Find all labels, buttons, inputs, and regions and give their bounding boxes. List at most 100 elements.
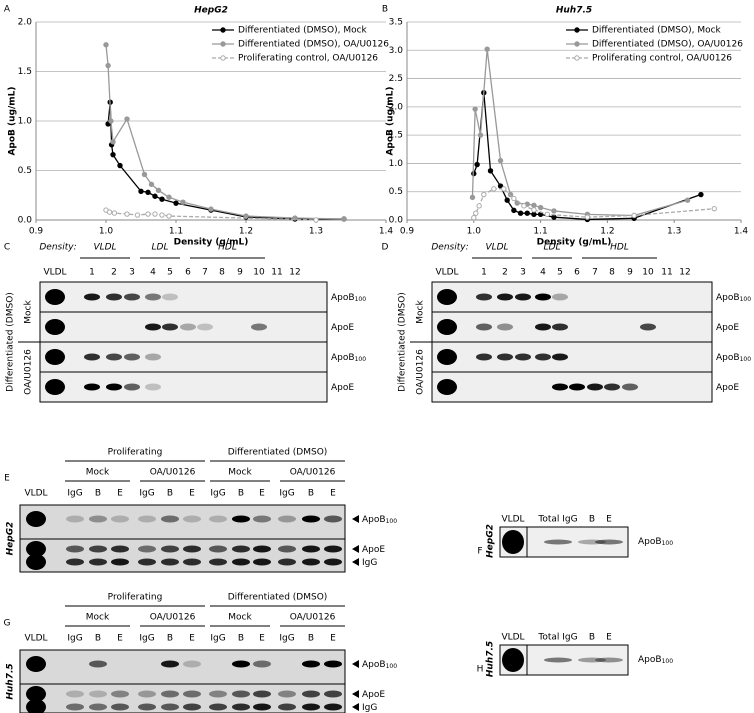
x-tick-label: 1.4 [379, 227, 394, 237]
y-tick-label: 0.0 [389, 216, 404, 226]
data-point [166, 213, 172, 219]
y-tick-label: 0.5 [389, 187, 403, 197]
marker-label: ApoE [716, 323, 739, 333]
state-label: Proliferating [108, 448, 163, 458]
lane-label: B [167, 489, 173, 499]
blot-band [89, 558, 107, 566]
data-point [155, 187, 162, 194]
lane-label: 5 [557, 268, 563, 278]
data-point [108, 118, 114, 124]
cell-line-label: Huh7.5 [486, 641, 496, 677]
lane-label: 3 [520, 268, 526, 278]
lane-label: E [189, 489, 195, 499]
condition-label: OA/U0126 [24, 349, 34, 395]
y-tick-label: 1.5 [389, 131, 403, 141]
x-tick-label: 1.2 [239, 227, 253, 237]
marker-subscript: 100 [740, 356, 752, 363]
data-point [531, 207, 537, 213]
data-point [152, 211, 158, 217]
marker-label: ApoB100 [638, 537, 673, 547]
y-tick-label: 1.5 [18, 67, 32, 77]
marker-label: ApoE [716, 383, 739, 393]
blot-band [124, 383, 140, 391]
blot-band [89, 545, 107, 553]
blot-band [232, 515, 250, 523]
blot-band [437, 289, 457, 305]
blot-band [544, 539, 572, 545]
lane-label: B [589, 633, 595, 643]
marker-name: ApoE [716, 323, 739, 333]
lane-label: VLDL [435, 268, 458, 278]
blot-band [183, 703, 201, 711]
data-point [341, 216, 347, 222]
lane-label: 8 [609, 268, 615, 278]
blot-band [535, 353, 551, 361]
blot-band [161, 545, 179, 553]
marker-subscript: 100 [662, 540, 674, 547]
blot-band [138, 690, 156, 698]
legend-marker [574, 55, 580, 61]
blot-band [640, 323, 656, 331]
lane-label: E [117, 489, 123, 499]
legend-label: Differentiated (DMSO), Mock [592, 26, 722, 36]
blot-band [324, 660, 342, 668]
x-tick-label: 1.2 [600, 227, 614, 237]
marker-label: ApoB100 [331, 353, 366, 363]
blot-band [26, 511, 46, 527]
fraction-label: LDL [544, 243, 561, 253]
blot-band [502, 648, 524, 672]
marker-name: ApoE [362, 545, 385, 555]
panel-letter: D [382, 243, 389, 253]
y-axis-label: ApoB (ug/mL) [386, 86, 396, 155]
blot-band [45, 379, 65, 395]
data-point [145, 211, 151, 217]
marker-arrow [352, 545, 359, 553]
blot-band [66, 515, 84, 523]
fraction-label: VLDL [93, 243, 116, 253]
legend-label: Differentiated (DMSO), OA/U0126 [238, 40, 389, 50]
treatment-label: Mock [86, 468, 110, 478]
density-label: Density: [39, 243, 76, 253]
y-tick-label: 2.0 [18, 18, 33, 28]
blot-band [124, 293, 140, 301]
blot-band [183, 690, 201, 698]
data-point [110, 151, 116, 158]
lane-label: 7 [592, 268, 598, 278]
blot-band [253, 703, 271, 711]
blot-band [89, 690, 107, 698]
blot-band [111, 545, 129, 553]
lane-label: 11 [661, 268, 672, 278]
lane-label: 4 [540, 268, 546, 278]
lane-label: Total IgG [537, 515, 577, 525]
lane-label: E [606, 633, 612, 643]
data-point [159, 196, 165, 202]
blot-band [232, 660, 250, 668]
x-tick-label: 1.1 [169, 227, 183, 237]
blot-band [324, 515, 342, 523]
blot-band [535, 293, 551, 301]
marker-name: IgG [362, 703, 377, 713]
data-point [544, 211, 550, 218]
blot-band [253, 660, 271, 668]
data-point [711, 205, 717, 212]
marker-label: IgG [362, 558, 377, 568]
lane-label: IgG [139, 634, 154, 644]
blot-band [145, 293, 161, 301]
blot-band [476, 293, 492, 301]
data-point [531, 211, 537, 218]
lane-label: IgG [210, 489, 225, 499]
x-tick-label: 1.3 [667, 227, 681, 237]
x-tick-label: 0.9 [400, 227, 415, 237]
blot-band [26, 554, 46, 570]
data-point [521, 203, 527, 209]
data-point [584, 214, 591, 220]
lane-label: B [238, 634, 244, 644]
marker-name: ApoE [331, 323, 354, 333]
blot-band [161, 515, 179, 523]
marker-arrow [352, 660, 359, 668]
blot-band [569, 383, 585, 391]
lane-label: B [308, 634, 314, 644]
treatment-label: Mock [228, 613, 252, 623]
lane-label: 12 [289, 268, 300, 278]
blot-band [302, 660, 320, 668]
